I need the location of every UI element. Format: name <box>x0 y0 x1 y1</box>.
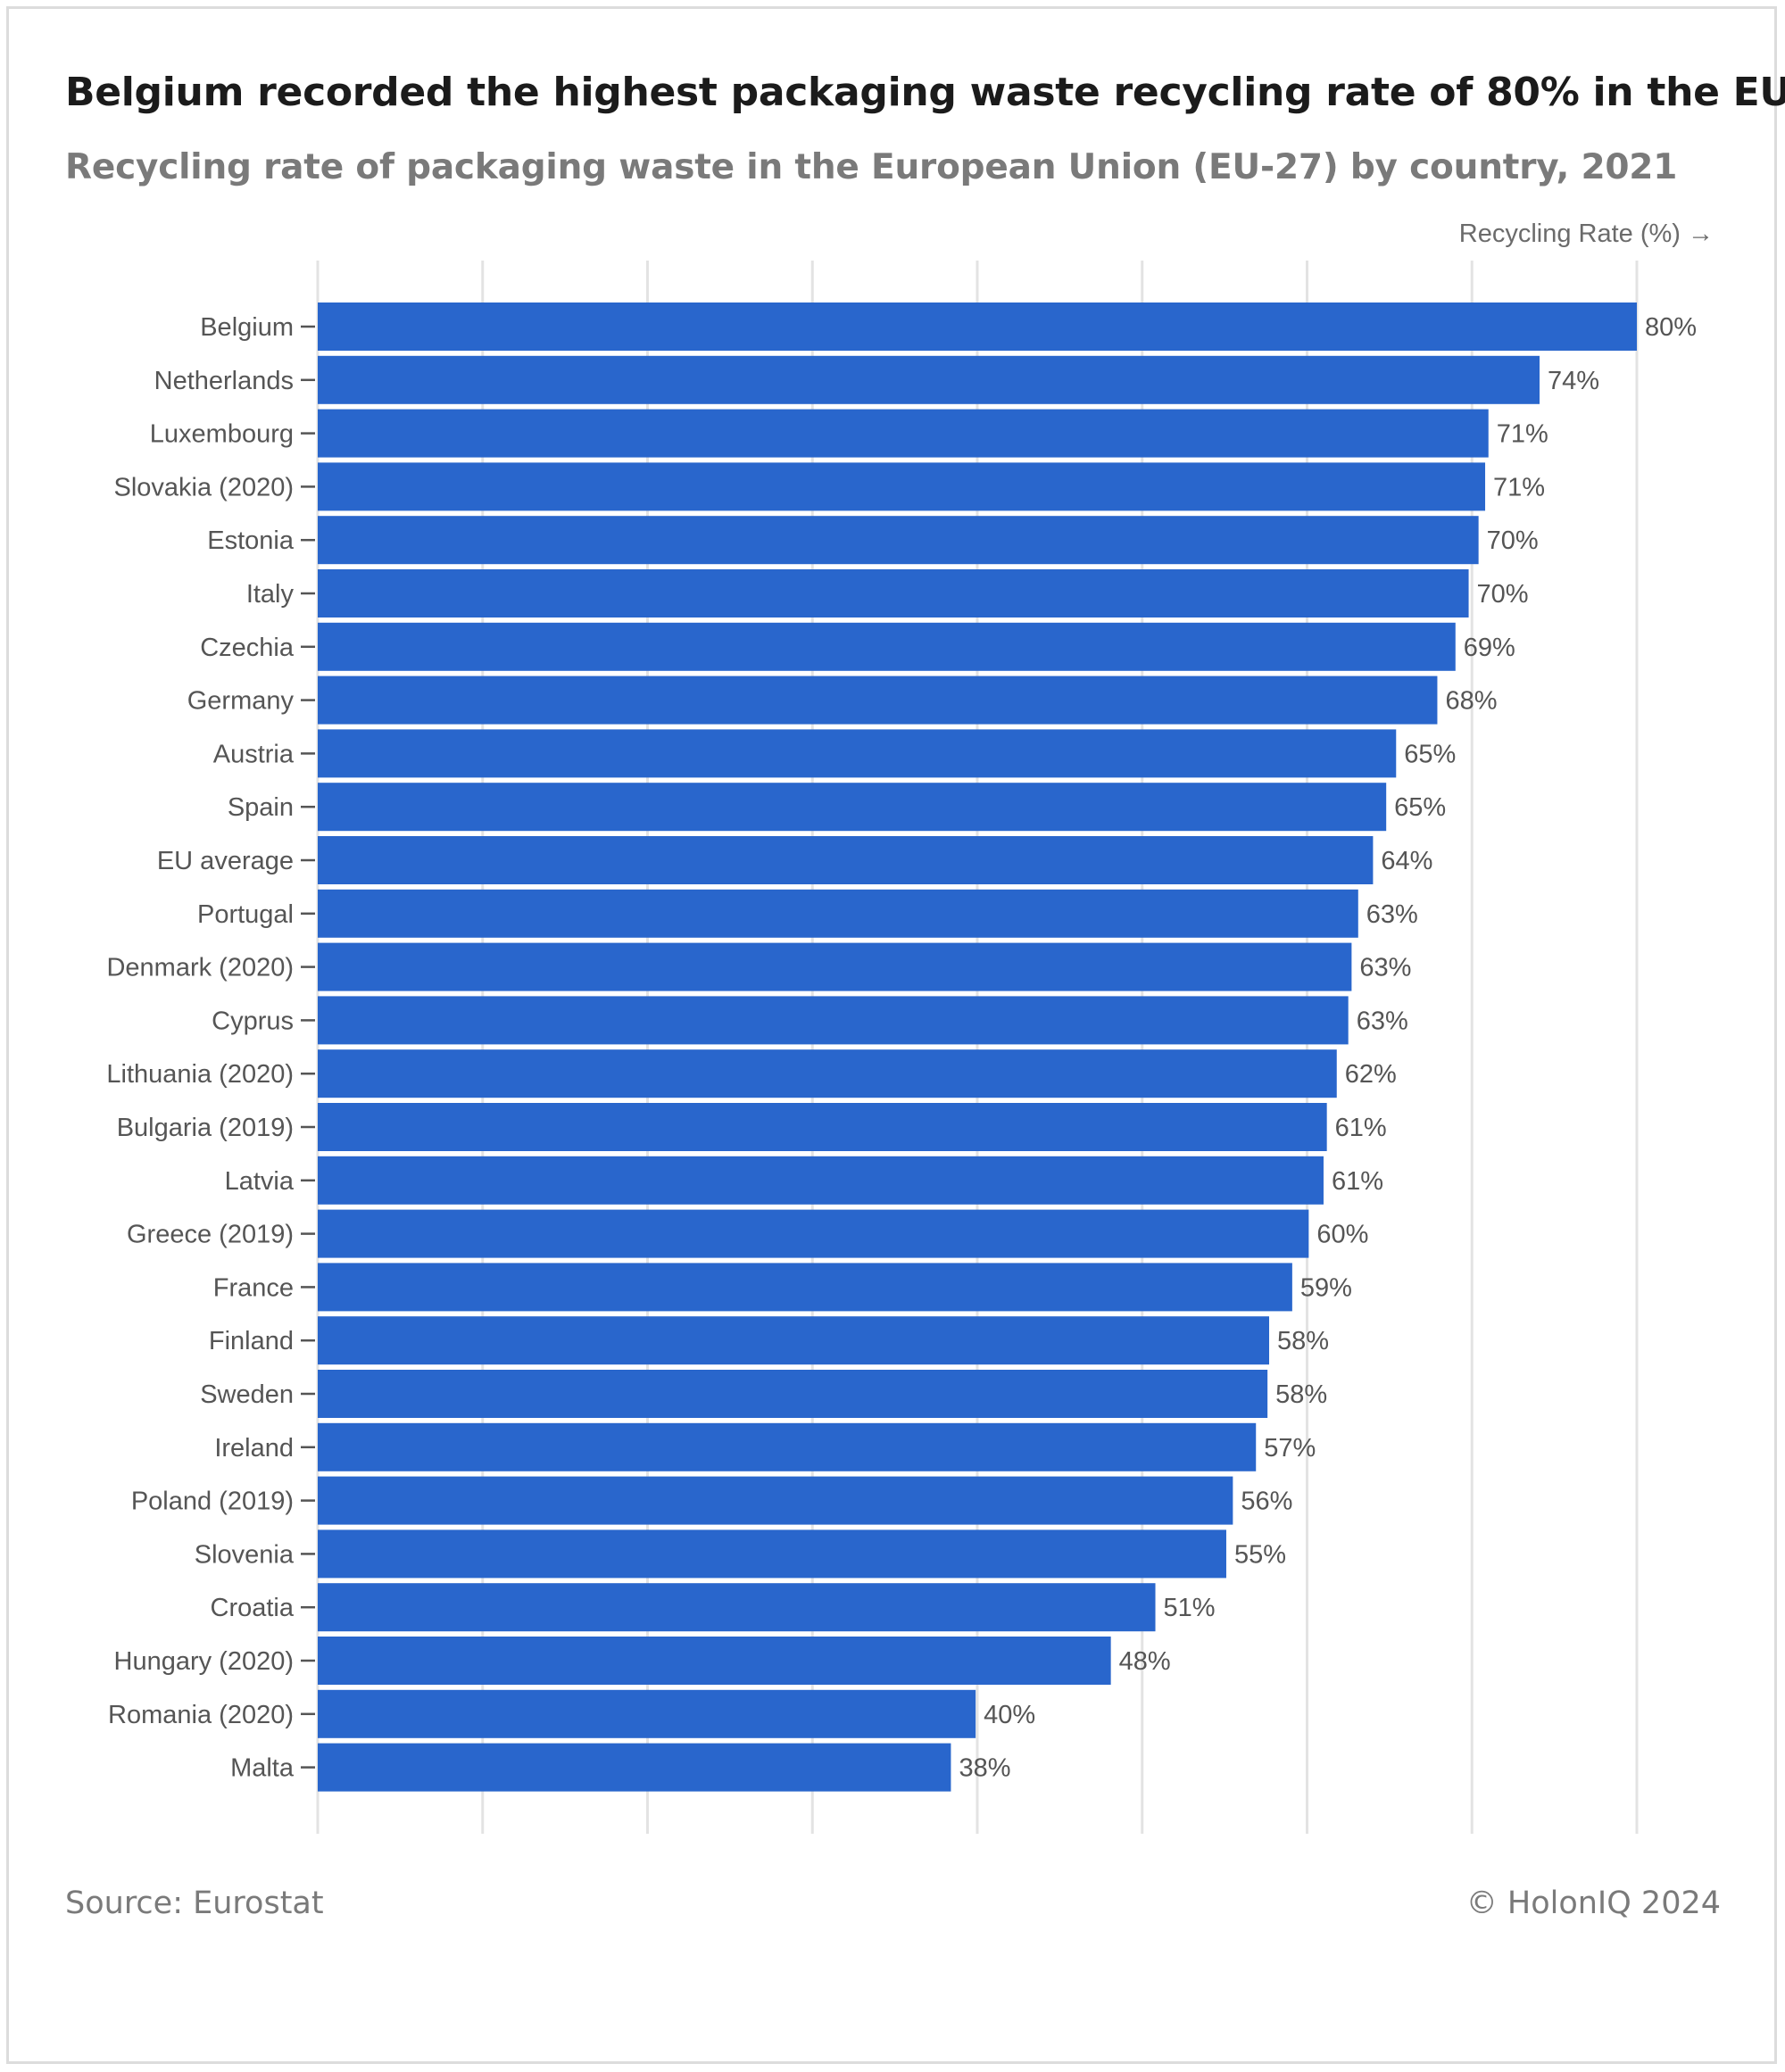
bar <box>318 1316 1270 1365</box>
source-note: Source: Eurostat <box>65 1886 324 1921</box>
y-tick-label: Hungary (2020) <box>114 1647 295 1676</box>
bar <box>318 303 1637 351</box>
y-tick-label: Czechia <box>200 634 295 662</box>
bar <box>318 622 1456 671</box>
y-tick-label: Denmark (2020) <box>106 954 294 982</box>
y-tick-label: Belgium <box>200 313 294 342</box>
bar <box>318 1049 1337 1098</box>
data-label: 61% <box>1335 1114 1387 1142</box>
bar <box>318 783 1387 832</box>
data-label: 61% <box>1332 1167 1383 1196</box>
y-tick-label: Latvia <box>225 1167 295 1196</box>
chart-subtitle: Recycling rate of packaging waste in the… <box>65 147 1678 187</box>
data-label: 65% <box>1394 793 1446 822</box>
bar <box>318 996 1349 1045</box>
y-tick-label: Slovenia <box>195 1540 295 1569</box>
bar <box>318 462 1486 511</box>
y-tick-label: Romania (2020) <box>108 1701 294 1729</box>
bar <box>318 1689 976 1738</box>
data-label: 71% <box>1497 420 1548 449</box>
x-axis-title: Recycling Rate (%) → <box>1458 220 1714 248</box>
y-tick-label: Greece (2019) <box>127 1221 294 1249</box>
bar <box>318 1209 1309 1258</box>
y-tick-label: Bulgaria (2019) <box>117 1114 294 1142</box>
data-label: 65% <box>1404 740 1456 768</box>
bar <box>318 1422 1257 1471</box>
y-tick-label: Ireland <box>214 1434 294 1463</box>
bar <box>318 729 1397 778</box>
data-label: 80% <box>1645 313 1697 342</box>
y-tick-label: Luxembourg <box>150 420 294 449</box>
data-label: 60% <box>1316 1221 1368 1249</box>
labels: Belgium 80% Netherlands 74% Luxembourg 71% Slo… <box>106 313 1697 1783</box>
bar <box>318 569 1469 617</box>
bar <box>318 1370 1268 1418</box>
bar <box>318 1583 1156 1632</box>
y-tick-label: Austria <box>213 740 295 768</box>
y-tick-label: Netherlands <box>154 367 294 395</box>
data-label: 57% <box>1264 1434 1316 1463</box>
bar <box>318 409 1489 458</box>
data-label: 63% <box>1357 1007 1408 1035</box>
y-tick-label: Germany <box>187 687 295 716</box>
data-label: 56% <box>1241 1488 1292 1516</box>
bar <box>318 1476 1233 1525</box>
data-label: 70% <box>1477 580 1529 609</box>
y-tick-label: Slovakia (2020) <box>114 473 295 501</box>
data-label: 68% <box>1445 687 1497 716</box>
data-label: 69% <box>1464 634 1515 662</box>
bar <box>318 836 1374 884</box>
y-tick-label: Poland (2019) <box>131 1488 294 1516</box>
data-label: 74% <box>1548 367 1599 395</box>
data-label: 71% <box>1493 473 1545 501</box>
y-tick-label: Finland <box>209 1327 294 1355</box>
data-label: 58% <box>1277 1327 1329 1355</box>
y-tick-label: Croatia <box>211 1594 295 1622</box>
y-tick-label: Spain <box>228 793 294 822</box>
bar <box>318 1103 1327 1151</box>
data-label: 62% <box>1345 1060 1397 1089</box>
bar <box>318 1156 1324 1205</box>
data-label: 59% <box>1300 1273 1352 1302</box>
y-tick-label: EU average <box>157 847 294 875</box>
data-label: 40% <box>984 1701 1035 1729</box>
data-label: 48% <box>1119 1647 1171 1676</box>
copyright-note: © HolonIQ 2024 <box>1465 1886 1721 1921</box>
data-label: 38% <box>959 1754 1010 1783</box>
data-label: 51% <box>1164 1594 1216 1622</box>
bar <box>318 1637 1111 1685</box>
bars <box>318 303 1637 1792</box>
bar <box>318 1743 951 1792</box>
data-label: 58% <box>1275 1380 1327 1409</box>
bar <box>318 889 1358 938</box>
data-label: 63% <box>1366 900 1418 929</box>
y-tick-label: France <box>213 1273 294 1302</box>
bar <box>318 516 1479 565</box>
y-tick-label: Malta <box>230 1754 295 1783</box>
y-tick-label: Estonia <box>207 526 295 555</box>
y-tick-label: Sweden <box>200 1380 294 1409</box>
bar <box>318 1263 1292 1312</box>
y-tick-label: Cyprus <box>212 1007 294 1035</box>
y-tick-label: Lithuania (2020) <box>106 1060 294 1089</box>
y-tick-label: Italy <box>246 580 295 609</box>
bar <box>318 942 1352 991</box>
bar <box>318 675 1438 725</box>
bar <box>318 1529 1226 1579</box>
bar <box>318 355 1540 404</box>
chart-title: Belgium recorded the highest packaging w… <box>65 70 1785 115</box>
data-label: 55% <box>1234 1540 1286 1569</box>
data-label: 70% <box>1487 526 1539 555</box>
y-tick-label: Portugal <box>197 900 294 929</box>
data-label: 64% <box>1381 847 1432 875</box>
data-label: 63% <box>1359 954 1411 982</box>
